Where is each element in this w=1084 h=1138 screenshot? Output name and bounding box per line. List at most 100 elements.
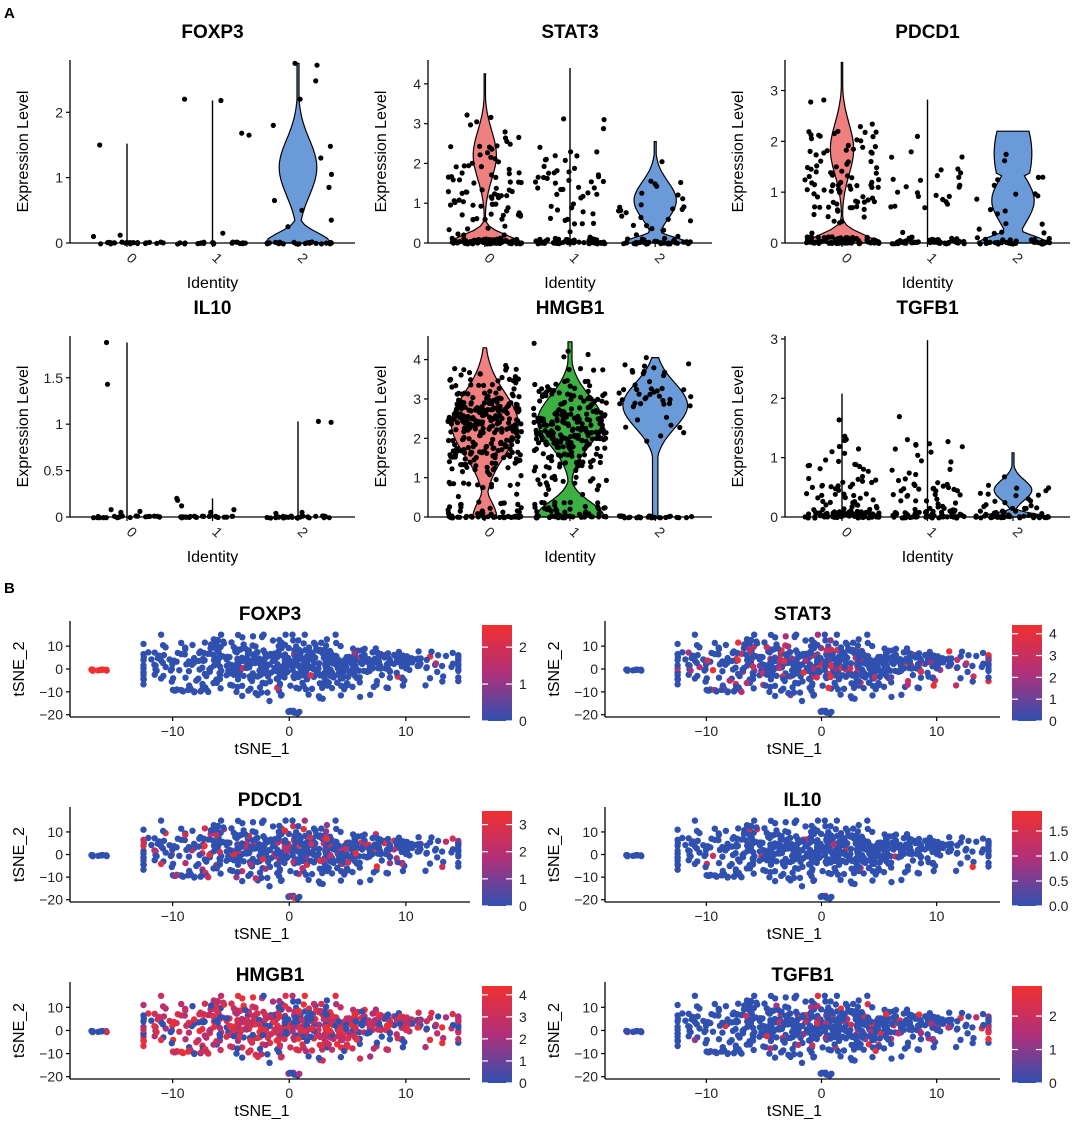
cell-point (813, 844, 821, 851)
cell-point (287, 867, 294, 875)
cell-point (386, 668, 393, 675)
cell-point (790, 874, 798, 881)
cell-point (235, 857, 243, 864)
data-point (808, 234, 814, 240)
cell-point (386, 674, 394, 681)
data-point (873, 129, 879, 135)
data-point (565, 348, 571, 354)
data-point (908, 149, 914, 155)
cell-point (400, 838, 408, 846)
cell-point (434, 652, 442, 659)
cell-point (266, 697, 273, 705)
data-point (503, 237, 509, 244)
cell-point (822, 848, 829, 855)
data-point (545, 455, 552, 461)
data-point (817, 466, 823, 472)
data-point (806, 511, 812, 517)
cell-point (323, 821, 331, 829)
cell-point (947, 656, 954, 663)
data-point (579, 221, 585, 227)
y-tick-label: 1.5 (44, 370, 64, 386)
data-point (861, 199, 868, 205)
cell-point (674, 640, 681, 648)
data-point (576, 511, 583, 517)
cell-point (685, 661, 692, 668)
data-point (531, 468, 537, 474)
cell-point (828, 893, 835, 901)
cell-point (157, 817, 165, 824)
cell-point (440, 858, 447, 866)
data-point (480, 484, 486, 491)
cell-point (833, 817, 841, 824)
cell-point (342, 660, 349, 667)
data-point (870, 497, 876, 503)
cell-point (315, 660, 323, 667)
data-point (458, 372, 464, 378)
data-point (474, 405, 480, 411)
cell-point (243, 850, 250, 857)
data-point (492, 430, 498, 436)
cell-point (799, 838, 807, 845)
data-point (583, 425, 589, 431)
cell-point (935, 658, 942, 665)
data-point (809, 484, 816, 490)
cell-point (426, 675, 434, 682)
cell-point (958, 834, 966, 841)
cell-point (371, 655, 379, 662)
data-point (849, 175, 855, 181)
cell-point (442, 652, 450, 660)
y-tick-label: 2 (770, 390, 778, 406)
cell-point (341, 871, 348, 878)
data-point (479, 419, 486, 425)
data-point (940, 196, 946, 203)
data-point (537, 430, 544, 436)
cell-point (182, 645, 189, 653)
cell-point (927, 658, 935, 666)
cell-point (357, 659, 364, 666)
data-point (865, 239, 871, 245)
cell-point (178, 825, 185, 832)
cell-point (439, 678, 446, 685)
cell-point (888, 878, 895, 886)
cell-point (432, 845, 440, 853)
cell-point (340, 859, 347, 866)
data-point (586, 396, 592, 402)
cell-point (985, 655, 992, 663)
data-point (1039, 221, 1045, 227)
legend-tick-label: 3 (1049, 648, 1057, 664)
data-point (505, 465, 511, 471)
data-point (821, 97, 827, 103)
legend-tick-label: 3 (519, 817, 527, 833)
data-point (451, 416, 457, 423)
x-tick-label: 0 (124, 250, 141, 267)
cell-point (190, 654, 198, 662)
cell-point (352, 850, 359, 857)
data-point (449, 466, 455, 472)
cell-point (832, 851, 839, 858)
cell-point (287, 707, 294, 714)
cell-point (281, 844, 288, 851)
cell-point (151, 1010, 158, 1017)
data-point (934, 496, 940, 502)
cell-point (181, 1012, 188, 1019)
data-point (999, 229, 1005, 235)
cell-point (185, 668, 193, 675)
data-point (813, 169, 819, 175)
data-point (652, 181, 658, 187)
cell-point (305, 691, 312, 698)
cell-point (295, 637, 302, 644)
cell-point (140, 640, 147, 648)
data-point (581, 452, 588, 458)
cell-point (841, 663, 848, 671)
legend-colorbar (1012, 625, 1042, 721)
data-point (839, 218, 845, 225)
data-point (688, 394, 694, 400)
cell-point (356, 693, 364, 701)
cell-point (808, 822, 815, 830)
cell-point (759, 661, 766, 668)
cell-point (98, 851, 105, 859)
cell-point (449, 660, 457, 667)
data-point (548, 203, 554, 209)
data-point (630, 404, 636, 410)
